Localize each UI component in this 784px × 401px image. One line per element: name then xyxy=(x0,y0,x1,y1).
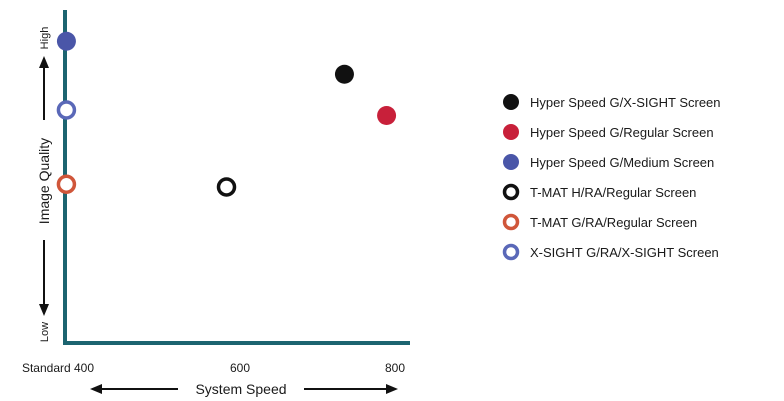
x-axis-arrows xyxy=(90,384,398,394)
legend-label: T-MAT G/RA/Regular Screen xyxy=(530,215,697,230)
legend-item: Hyper Speed G/X-SIGHT Screen xyxy=(503,94,721,110)
point-hyper-speed-x-sight xyxy=(334,64,354,84)
legend: Hyper Speed G/X-SIGHT Screen Hyper Speed… xyxy=(502,94,721,261)
legend-item: T-MAT G/RA/Regular Screen xyxy=(502,213,697,231)
y-axis-label: Image Quality xyxy=(36,138,52,224)
legend-label: Hyper Speed G/Regular Screen xyxy=(530,125,714,140)
legend-item: X-SIGHT G/RA/X-SIGHT Screen xyxy=(502,243,719,261)
legend-label: Hyper Speed G/Medium Screen xyxy=(530,155,714,170)
legend-item: Hyper Speed G/Medium Screen xyxy=(503,154,714,170)
legend-marker xyxy=(502,213,520,231)
y-axis-arrows xyxy=(39,56,49,316)
x-tick-label-400: Standard 400 xyxy=(22,361,94,375)
point-t-mat-h-regular xyxy=(216,177,237,197)
legend-item: T-MAT H/RA/Regular Screen xyxy=(502,183,696,201)
x-axis-label: System Speed xyxy=(195,381,286,397)
legend-item: Hyper Speed G/Regular Screen xyxy=(503,124,714,140)
legend-label: X-SIGHT G/RA/X-SIGHT Screen xyxy=(530,245,719,260)
point-hyper-speed-regular xyxy=(377,106,397,125)
legend-marker xyxy=(502,243,520,261)
point-hyper-speed-medium xyxy=(56,31,76,51)
legend-marker xyxy=(503,94,519,110)
legend-label: Hyper Speed G/X-SIGHT Screen xyxy=(530,95,721,110)
legend-marker xyxy=(503,154,519,170)
legend-label: T-MAT H/RA/Regular Screen xyxy=(530,185,696,200)
x-tick-label-600: 600 xyxy=(230,361,250,375)
y-axis-high-label: High xyxy=(39,27,51,50)
point-x-sight-g xyxy=(56,100,77,120)
legend-marker xyxy=(502,183,520,201)
x-tick-label-800: 800 xyxy=(385,361,405,375)
y-axis-low-label: Low xyxy=(39,322,51,342)
legend-marker xyxy=(503,124,519,140)
point-t-mat-g-regular xyxy=(56,174,77,194)
data-points xyxy=(56,31,397,197)
